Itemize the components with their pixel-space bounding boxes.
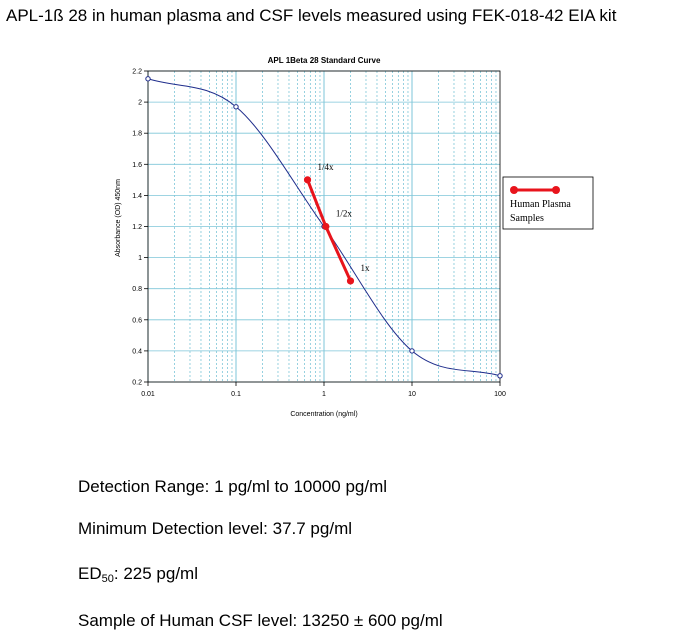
detection-range: Detection Range: 1 pg/ml to 10000 pg/ml <box>78 477 388 496</box>
standard-point <box>497 373 503 379</box>
sample-point <box>303 176 312 184</box>
csf-level: Sample of Human CSF level: 13250 ± 600 p… <box>78 611 443 630</box>
legend: Human Plasma Samples <box>502 176 594 230</box>
standard-point <box>233 104 239 110</box>
sample-point-label: 1/2x <box>336 209 353 219</box>
sample-point <box>322 222 330 231</box>
x-tick-label: 10 <box>408 391 416 398</box>
y-tick-label: 0.4 <box>132 348 142 355</box>
legend-label-line2: Samples <box>510 213 544 224</box>
y-tick-label: 2.2 <box>132 69 142 76</box>
legend-marker-left <box>510 186 518 194</box>
x-axis-label: Concentration (ng/ml) <box>290 411 357 418</box>
ed50-subscript: 50 <box>101 573 114 585</box>
y-axis: 0.2 0.4 0.6 0.8 1 1.2 1.4 1.6 1.8 2 2.2 <box>132 69 148 387</box>
x-tick-label: 0.1 <box>231 391 241 398</box>
standard-point <box>409 348 415 354</box>
standard-curve-chart: APL 1Beta 28 Standard Curve 0.2 0.4 0.6 0.8… <box>115 56 594 418</box>
ed50-label: ED <box>78 564 102 583</box>
sample-point <box>346 277 355 285</box>
y-tick-label: 1.2 <box>132 224 142 231</box>
legend-marker-right <box>552 186 560 194</box>
sample-series: 1/4x 1/2x 1x <box>303 162 370 285</box>
page-title: APL-1ß 28 in human plasma and CSF levels… <box>6 6 617 25</box>
y-axis-label: Absorbance (OD) 450nm <box>115 179 122 257</box>
y-tick-label: 1.6 <box>132 162 142 169</box>
x-tick-label: 100 <box>494 391 506 398</box>
sample-point-label: 1x <box>360 263 370 273</box>
y-tick-label: 0.6 <box>132 317 142 324</box>
ed50: ED50: 225 pg/ml <box>78 564 198 585</box>
y-tick-label: 1.8 <box>132 131 142 138</box>
chart-title: APL 1Beta 28 Standard Curve <box>268 56 381 65</box>
standard-point <box>145 76 151 82</box>
legend-box <box>502 176 594 230</box>
y-tick-label: 0.8 <box>132 286 142 293</box>
x-tick-label: 0.01 <box>141 391 155 398</box>
ed50-value: : 225 pg/ml <box>113 564 198 583</box>
y-tick-label: 2 <box>138 100 142 107</box>
minimum-detection: Minimum Detection level: 37.7 pg/ml <box>78 519 353 538</box>
x-axis: 0.01 0.1 1 10 100 <box>141 382 506 398</box>
legend-label-line1: Human Plasma <box>510 199 571 210</box>
y-tick-label: 0.2 <box>132 380 142 387</box>
y-tick-label: 1 <box>138 255 142 262</box>
sample-point-label: 1/4x <box>318 162 335 172</box>
y-tick-label: 1.4 <box>132 193 142 200</box>
x-tick-label: 1 <box>322 391 326 398</box>
